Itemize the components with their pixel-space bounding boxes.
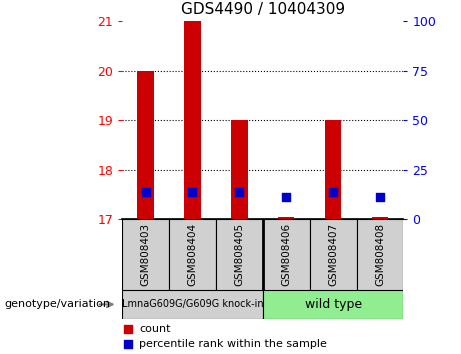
Text: percentile rank within the sample: percentile rank within the sample	[139, 339, 327, 349]
Text: GSM808404: GSM808404	[188, 223, 197, 286]
Point	[142, 189, 149, 195]
Bar	[263, 290, 403, 319]
Text: GSM808403: GSM808403	[141, 223, 151, 286]
Bar	[216, 219, 263, 290]
Text: GSM808408: GSM808408	[375, 223, 385, 286]
Text: count: count	[139, 324, 171, 333]
Point	[236, 189, 243, 195]
Point	[376, 194, 384, 200]
Text: genotype/variation: genotype/variation	[5, 299, 111, 309]
Text: wild type: wild type	[305, 298, 361, 311]
Bar	[356, 219, 403, 290]
Bar	[278, 217, 295, 219]
Title: GDS4490 / 10404309: GDS4490 / 10404309	[181, 2, 345, 17]
Bar	[122, 219, 169, 290]
Bar	[325, 120, 341, 219]
Bar	[169, 219, 216, 290]
Text: GSM808407: GSM808407	[328, 223, 338, 286]
Bar	[122, 290, 263, 319]
Bar	[184, 21, 201, 219]
Bar	[231, 120, 248, 219]
Bar	[310, 219, 356, 290]
Text: LmnaG609G/G609G knock-in: LmnaG609G/G609G knock-in	[122, 299, 263, 309]
Bar	[137, 71, 154, 219]
Point	[329, 189, 337, 195]
Point	[189, 189, 196, 195]
Point	[283, 194, 290, 200]
Bar	[263, 219, 310, 290]
Text: GSM808405: GSM808405	[234, 223, 244, 286]
Text: GSM808406: GSM808406	[281, 223, 291, 286]
Point	[124, 326, 131, 331]
Bar	[372, 217, 388, 219]
Point	[124, 341, 131, 347]
